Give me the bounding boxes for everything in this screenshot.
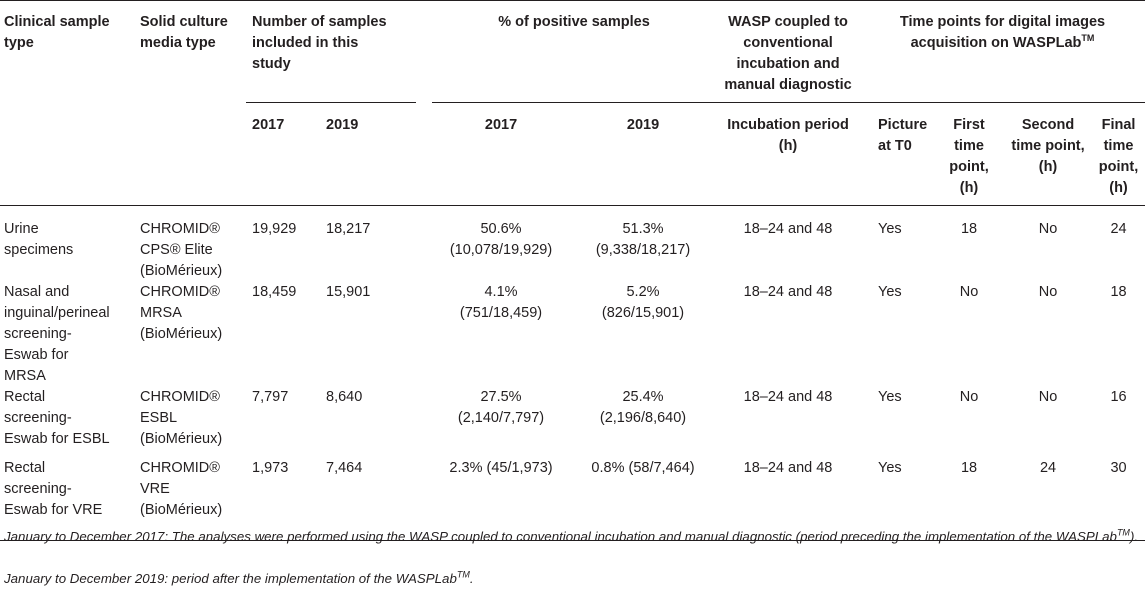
cell-n2019: 8,640: [326, 389, 363, 405]
cell-second: No: [1038, 389, 1058, 405]
cell-media: CHROMID® CPS® Elite (BioMérieux): [140, 221, 223, 279]
header-wasp: WASP coupled to conventional incubation …: [716, 0, 861, 103]
table-row: Rectal screening-Eswab for ESBL CHROMID®…: [0, 387, 1145, 458]
cell-sample: Rectal screening-Eswab for VRE: [0, 458, 110, 541]
cell-n2019: 7,464: [326, 458, 417, 541]
header-media-type: Solid culture media type: [110, 0, 246, 206]
header-gap-2: [416, 102, 433, 206]
header-picture-t0: Picture at T0: [860, 102, 935, 206]
header-incubation: Incubation period (h): [716, 102, 861, 206]
cell-final: 16: [1110, 389, 1127, 405]
cell-p2017: 50.6% (10,078/19,929): [449, 221, 553, 258]
cell-n2017: 1,973: [246, 458, 326, 541]
cell-incubation: 18–24 and 48: [716, 458, 861, 541]
cell-p2019: 5.2% (826/15,901): [601, 284, 685, 321]
cell-first: 18: [960, 221, 978, 237]
footnote-2017: January to December 2017: The analyses w…: [4, 527, 1139, 544]
header-timepoints: Time points for digital images acquisiti…: [860, 0, 1145, 103]
cell-n2017: 19,929: [252, 221, 297, 237]
cell-incubation: 18–24 and 48: [743, 284, 833, 300]
cell-t0: Yes: [860, 458, 935, 541]
table-row: Urine specimens CHROMID® CPS® Elite (Bio…: [0, 206, 1145, 283]
cell-second: 24: [1004, 458, 1093, 541]
cell-second: No: [1038, 221, 1058, 237]
cell-n2017: 7,797: [252, 389, 289, 405]
cell-p2019: 51.3% (9,338/18,217): [595, 221, 691, 258]
header-pct-positive: % of positive samples: [432, 0, 717, 103]
cell-final: 24: [1110, 221, 1127, 237]
cell-p2019: 25.4% (2,196/8,640): [599, 389, 687, 426]
cell-incubation: 18–24 and 48: [743, 389, 833, 405]
cell-sample: Nasal and inguinal/perineal screening-Es…: [4, 284, 110, 384]
cell-media: CHROMID® VRE (BioMérieux): [110, 458, 246, 541]
header-sample-type: Clinical sample type: [0, 0, 110, 206]
table-row: Nasal and inguinal/perineal screening-Es…: [0, 282, 1145, 387]
data-table: Clinical sample type Solid culture media…: [0, 0, 1145, 541]
header-n-2017: 2017: [246, 102, 326, 206]
header-num-samples: Number of samples included in this study: [246, 0, 417, 103]
header-first-tp: First time point, (h): [934, 102, 1005, 206]
header-final-tp: Final time point, (h): [1092, 102, 1145, 206]
cell-final: 30: [1092, 458, 1145, 541]
cell-first: No: [959, 284, 979, 300]
cell-t0: Yes: [878, 221, 902, 237]
cell-media: CHROMID® ESBL (BioMérieux): [140, 389, 223, 447]
header-p-2019: 2019: [570, 102, 717, 206]
cell-second: No: [1038, 284, 1058, 300]
footnote-2019: January to December 2019: period after t…: [4, 569, 474, 586]
cell-sample: Rectal screening-Eswab for ESBL: [4, 389, 110, 447]
cell-first: 18: [934, 458, 1005, 541]
header-n-2019: 2019: [326, 102, 417, 206]
table-row: Rectal screening-Eswab for VRE CHROMID® …: [0, 458, 1145, 541]
cell-incubation: 18–24 and 48: [743, 221, 833, 237]
cell-p2017: 2.3% (45/1,973): [432, 458, 571, 541]
cell-n2019: 15,901: [326, 284, 371, 300]
cell-n2019: 18,217: [326, 221, 371, 237]
cell-t0: Yes: [878, 284, 902, 300]
cell-media: CHROMID® MRSA (BioMérieux): [140, 284, 223, 342]
cell-sample: Urine specimens: [4, 221, 74, 258]
cell-n2017: 18,459: [252, 284, 297, 300]
cell-p2019: 0.8% (58/7,464): [570, 458, 717, 541]
header-second-tp: Second time point, (h): [1004, 102, 1093, 206]
header-p-2017: 2017: [432, 102, 571, 206]
cell-p2017: 4.1% (751/18,459): [459, 284, 543, 321]
cell-first: No: [959, 389, 979, 405]
header-gap: [416, 0, 433, 103]
cell-final: 18: [1110, 284, 1127, 300]
cell-p2017: 27.5% (2,140/7,797): [457, 389, 545, 426]
cell-t0: Yes: [878, 389, 902, 405]
